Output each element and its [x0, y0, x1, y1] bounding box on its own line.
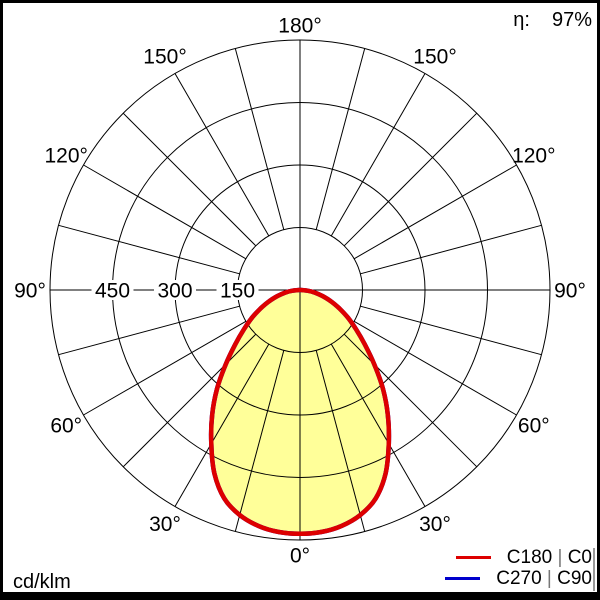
angle-grid-spoke: [343, 112, 478, 247]
curve-c180-c0: [208, 287, 392, 537]
angle-grid-spoke: [58, 224, 240, 275]
angle-tick-label: 60°: [518, 414, 550, 437]
angle-grid-spoke: [83, 164, 247, 260]
radial-tick-label: 450: [95, 279, 130, 302]
angle-grid-spoke: [174, 73, 270, 237]
angle-tick-label: 60°: [50, 414, 82, 437]
angle-grid-spoke: [315, 48, 366, 230]
frame-border-bottom: [0, 592, 600, 600]
legend-swatch-red-line: [455, 556, 491, 559]
angle-tick-label: 30°: [419, 513, 451, 536]
pipe-separator: |: [557, 546, 563, 568]
angle-tick-label: 120°: [44, 144, 87, 167]
radial-tick-label: 300: [157, 279, 192, 302]
radial-label-bg: [216, 280, 259, 300]
angle-grid-spoke: [122, 112, 257, 247]
angle-tick-label: 90°: [554, 279, 586, 302]
angle-grid-spoke: [360, 224, 542, 275]
radial-tick-label: 150: [220, 279, 255, 302]
frame-border-left: [0, 0, 3, 600]
frame-border-top: [0, 0, 600, 3]
angle-grid-spoke: [122, 333, 257, 468]
vertical-separator: [593, 548, 595, 591]
legend: C180 | C0 C270 | C90: [445, 547, 592, 589]
unit-label: cd/klm: [13, 571, 71, 593]
angle-tick-label: 120°: [512, 144, 555, 167]
angle-grid-spoke: [174, 343, 270, 507]
angle-grid-spoke: [353, 320, 517, 416]
angle-grid-spoke: [234, 48, 285, 230]
efficiency-value: 97%: [551, 9, 592, 31]
legend-swatch-blue-line: [445, 577, 481, 580]
legend-row-c180-c0: C180 | C0: [445, 547, 592, 568]
frame-border-right: [597, 0, 600, 600]
angle-grid-spoke: [343, 333, 478, 468]
radial-label-bg: [91, 280, 134, 300]
angle-grid-spoke: [330, 73, 426, 237]
legend-row-c270-c90: C270 | C90: [445, 568, 592, 589]
legend-label-left: C180: [506, 546, 553, 568]
angle-tick-label: 30°: [149, 513, 181, 536]
angle-tick-label: 150°: [143, 46, 186, 69]
legend-label-left: C270: [496, 567, 542, 589]
angle-grid-spoke: [330, 343, 426, 507]
legend-label-right: C90: [557, 567, 592, 589]
angle-tick-label: 180°: [278, 14, 321, 37]
radial-label-bg: [154, 280, 196, 300]
angle-tick-label: 150°: [413, 46, 456, 69]
efficiency-label: η:: [513, 9, 530, 31]
angle-grid-spoke: [83, 320, 247, 416]
angle-grid-spoke: [234, 350, 285, 532]
angle-grid-spoke: [353, 164, 517, 260]
angle-grid-spoke: [360, 305, 542, 356]
pipe-separator: |: [546, 567, 552, 589]
angle-grid-spoke: [315, 350, 366, 532]
angle-tick-label: 90°: [14, 279, 46, 302]
efficiency-readout: η: 97%: [513, 9, 592, 32]
angle-grid-spoke: [58, 305, 240, 356]
angle-tick-label: 0°: [290, 544, 310, 567]
legend-label-right: C0: [567, 546, 592, 568]
